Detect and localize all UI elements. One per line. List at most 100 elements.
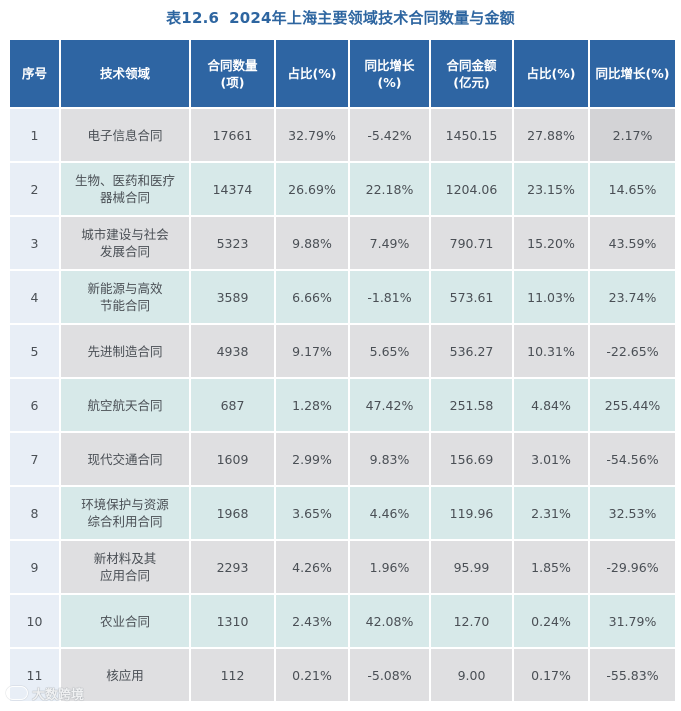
table-row: 11 核应用 112 0.21% -5.08% 9.00 0.17% -55.83% [10, 649, 675, 701]
cell-count: 17661 [191, 109, 274, 161]
cell-amount-yoy: 31.79% [590, 595, 675, 647]
cell-count-yoy: 7.49% [350, 217, 429, 269]
cell-count-yoy: 4.46% [350, 487, 429, 539]
header-count-share: 占比(%) [276, 40, 348, 107]
cell-field: 新能源与高效 节能合同 [61, 271, 189, 323]
cell-amount-share: 10.31% [514, 325, 588, 377]
cell-amount-yoy: -54.56% [590, 433, 675, 485]
cell-amount-share: 15.20% [514, 217, 588, 269]
cell-amount: 251.58 [431, 379, 512, 431]
cell-field: 电子信息合同 [61, 109, 189, 161]
cell-count-share: 9.88% [276, 217, 348, 269]
cell-amount-yoy: 2.17% [590, 109, 675, 161]
cell-count: 4938 [191, 325, 274, 377]
header-amount-yoy: 同比增长(%) [590, 40, 675, 107]
cell-count-share: 26.69% [276, 163, 348, 215]
cell-count: 14374 [191, 163, 274, 215]
header-amount: 合同金额 (亿元) [431, 40, 512, 107]
table-row: 10 农业合同 1310 2.43% 42.08% 12.70 0.24% 31.79% [10, 595, 675, 647]
cell-count: 1609 [191, 433, 274, 485]
watermark-text: 大数跨境 [32, 687, 85, 703]
cell-amount-share: 0.24% [514, 595, 588, 647]
cell-count-share: 4.26% [276, 541, 348, 593]
table-row: 8 环境保护与资源 综合利用合同 1968 3.65% 4.46% 119.96 2.31%… [10, 487, 675, 539]
cell-index: 9 [10, 541, 59, 593]
cell-amount: 1450.15 [431, 109, 512, 161]
cell-index: 11 [10, 649, 59, 701]
cell-count: 1968 [191, 487, 274, 539]
cell-index: 10 [10, 595, 59, 647]
cell-count-yoy: -5.42% [350, 109, 429, 161]
cell-index: 8 [10, 487, 59, 539]
cell-field: 现代交通合同 [61, 433, 189, 485]
cell-count-share: 0.21% [276, 649, 348, 701]
cell-amount: 536.27 [431, 325, 512, 377]
cell-field: 城市建设与社会 发展合同 [61, 217, 189, 269]
cell-field: 先进制造合同 [61, 325, 189, 377]
header-amount-share: 占比(%) [514, 40, 588, 107]
cell-index: 5 [10, 325, 59, 377]
cell-amount: 95.99 [431, 541, 512, 593]
cell-count-yoy: 5.65% [350, 325, 429, 377]
cell-amount-share: 27.88% [514, 109, 588, 161]
cell-count-yoy: -1.81% [350, 271, 429, 323]
cell-field: 航空航天合同 [61, 379, 189, 431]
cell-count-share: 3.65% [276, 487, 348, 539]
cell-amount-yoy: 23.74% [590, 271, 675, 323]
cell-count-share: 2.43% [276, 595, 348, 647]
header-count: 合同数量 (项) [191, 40, 274, 107]
cell-amount-yoy: 255.44% [590, 379, 675, 431]
cell-field: 核应用 [61, 649, 189, 701]
cell-count-yoy: 22.18% [350, 163, 429, 215]
cell-index: 4 [10, 271, 59, 323]
table-title: 表12.6 2024年上海主要领域技术合同数量与金额 [0, 6, 681, 30]
cell-amount-share: 2.31% [514, 487, 588, 539]
cell-amount: 790.71 [431, 217, 512, 269]
table-row: 1 电子信息合同 17661 32.79% -5.42% 1450.15 27.88% 2.1… [10, 109, 675, 161]
cell-amount-yoy: 43.59% [590, 217, 675, 269]
table-row: 7 现代交通合同 1609 2.99% 9.83% 156.69 3.01% -54.56% [10, 433, 675, 485]
cell-amount-share: 1.85% [514, 541, 588, 593]
cell-index: 2 [10, 163, 59, 215]
cell-amount-share: 0.17% [514, 649, 588, 701]
cell-index: 6 [10, 379, 59, 431]
cell-field: 生物、医药和医疗 器械合同 [61, 163, 189, 215]
cell-count: 1310 [191, 595, 274, 647]
cell-count-share: 32.79% [276, 109, 348, 161]
cell-amount: 1204.06 [431, 163, 512, 215]
cell-amount: 573.61 [431, 271, 512, 323]
cell-count-share: 2.99% [276, 433, 348, 485]
cell-count-share: 9.17% [276, 325, 348, 377]
table-row: 4 新能源与高效 节能合同 3589 6.66% -1.81% 573.61 11.03% 2… [10, 271, 675, 323]
cell-amount: 9.00 [431, 649, 512, 701]
cell-count-yoy: -5.08% [350, 649, 429, 701]
cell-count-yoy: 47.42% [350, 379, 429, 431]
cell-field: 环境保护与资源 综合利用合同 [61, 487, 189, 539]
brand-logo-icon [6, 686, 28, 700]
table-title-text: 2024年上海主要领域技术合同数量与金额 [229, 9, 515, 27]
cell-count: 112 [191, 649, 274, 701]
cell-amount: 156.69 [431, 433, 512, 485]
cell-amount-share: 3.01% [514, 433, 588, 485]
tech-contracts-table: 序号 技术领域 合同数量 (项) 占比(%) 同比增长 (%) 合同金额 (亿元… [8, 38, 677, 703]
cell-count-yoy: 1.96% [350, 541, 429, 593]
cell-amount-yoy: -29.96% [590, 541, 675, 593]
cell-amount-yoy: -22.65% [590, 325, 675, 377]
cell-amount-share: 23.15% [514, 163, 588, 215]
cell-count: 687 [191, 379, 274, 431]
cell-count-yoy: 9.83% [350, 433, 429, 485]
table-row: 5 先进制造合同 4938 9.17% 5.65% 536.27 10.31% -22.65% [10, 325, 675, 377]
table-row: 2 生物、医药和医疗 器械合同 14374 26.69% 22.18% 1204.06 23… [10, 163, 675, 215]
cell-index: 7 [10, 433, 59, 485]
cell-amount-yoy: 32.53% [590, 487, 675, 539]
header-count-yoy: 同比增长 (%) [350, 40, 429, 107]
watermark: 大数跨境 [6, 683, 84, 703]
header-index: 序号 [10, 40, 59, 107]
cell-count: 3589 [191, 271, 274, 323]
cell-amount-yoy: -55.83% [590, 649, 675, 701]
cell-count: 5323 [191, 217, 274, 269]
cell-amount: 119.96 [431, 487, 512, 539]
cell-count-share: 6.66% [276, 271, 348, 323]
cell-amount: 12.70 [431, 595, 512, 647]
cell-count-yoy: 42.08% [350, 595, 429, 647]
